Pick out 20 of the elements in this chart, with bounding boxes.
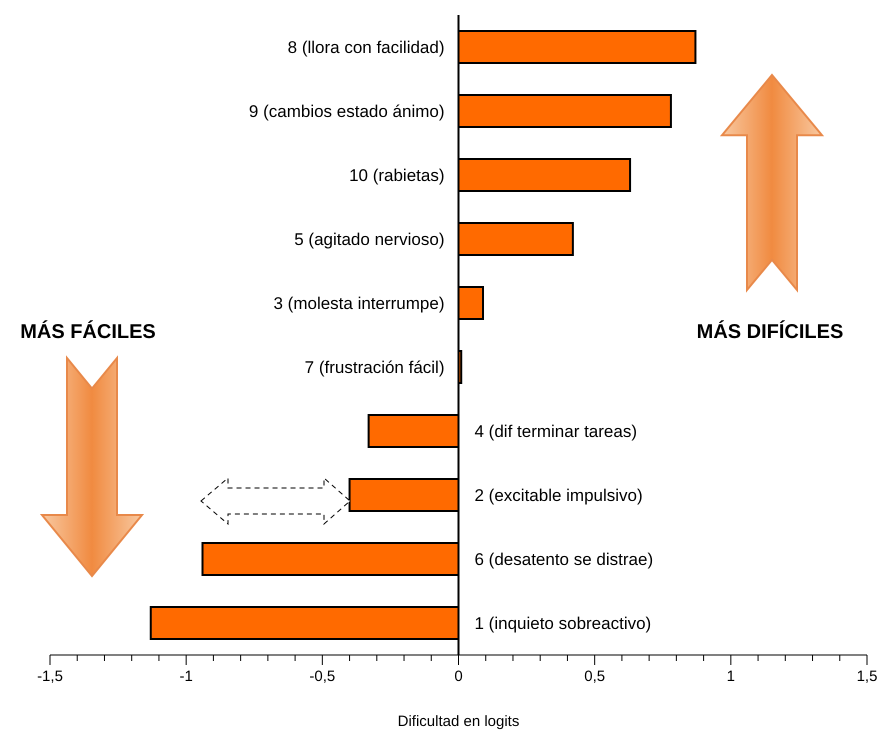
- x-tick-label: 0,5: [584, 668, 606, 685]
- y-tick-label: 2 (excitable impulsivo): [474, 486, 643, 505]
- y-tick-label: 10 (rabietas): [349, 166, 444, 185]
- y-tick-label: 8 (llora con facilidad): [288, 38, 444, 57]
- y-tick-label: 7 (frustración fácil): [304, 358, 444, 377]
- y-tick-label: 4 (dif terminar tareas): [474, 422, 637, 441]
- x-tick-label: 1: [726, 668, 736, 685]
- annotation: MÁS FÁCILES: [20, 320, 156, 343]
- x-tick-label: -1: [179, 668, 193, 685]
- y-tick-label: 5 (agitado nervioso): [294, 230, 444, 249]
- x-tick-label: 1,5: [856, 668, 878, 685]
- x-tick-label: -1,5: [37, 668, 63, 685]
- y-tick-label: 6 (desatento se distrae): [474, 550, 654, 569]
- y-tick-label: 9 (cambios estado ánimo): [248, 102, 444, 121]
- y-tick-label: 1 (inquieto sobreactivo): [474, 614, 652, 633]
- y-tick-label: 3 (molesta interrumpe): [273, 294, 444, 313]
- x-tick-label: 0: [454, 668, 463, 685]
- x-tick-label: -0,5: [309, 668, 336, 685]
- x-axis-title: Dificultad en logits: [398, 713, 520, 730]
- annotation: MÁS DIFÍCILES: [696, 320, 844, 343]
